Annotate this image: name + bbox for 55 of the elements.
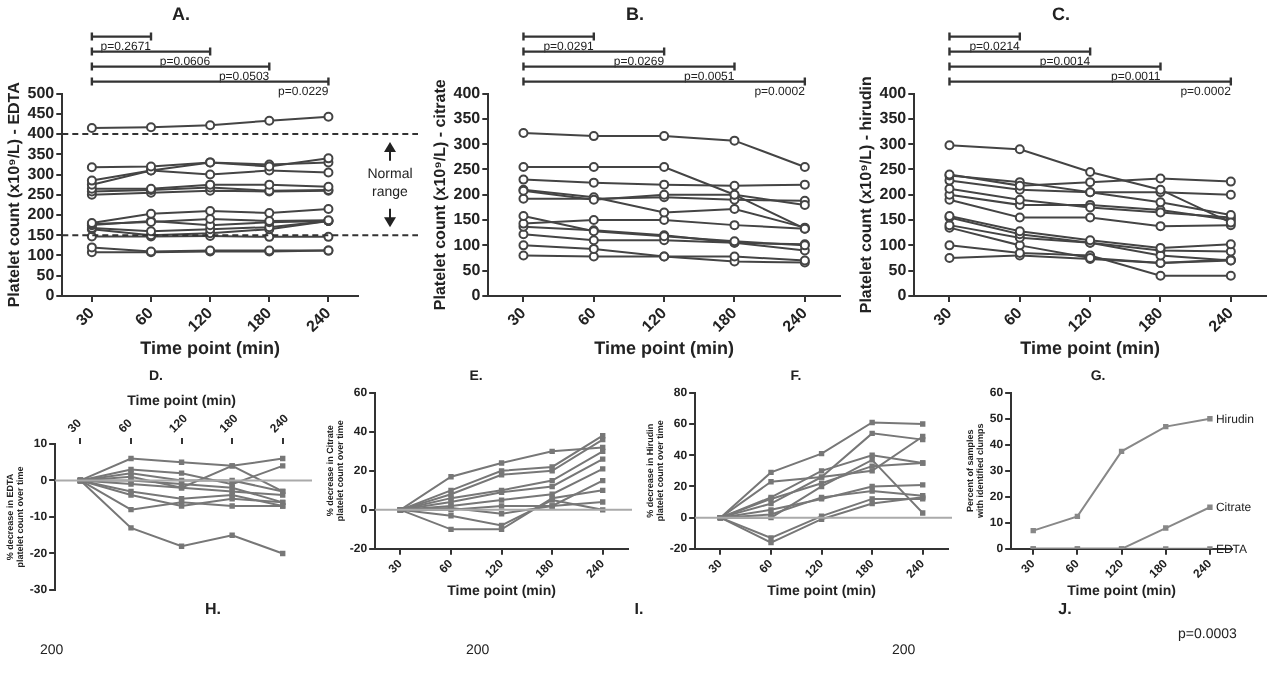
y-tick-label: 150 <box>453 210 482 229</box>
x-tick-label: 120 <box>184 303 217 336</box>
x-tick-label: 60 <box>574 303 601 330</box>
y-tick-label: 0 <box>897 286 908 305</box>
y-tick-label: 450 <box>27 104 56 123</box>
y-tick-label: 0 <box>45 286 56 305</box>
y-tick-label: 200 <box>879 185 908 204</box>
y-tick-label: 100 <box>453 235 482 254</box>
chart-title: C. <box>1052 3 1070 24</box>
y-axis-title: Platelet count (x10⁹/L) - citrate <box>431 78 450 311</box>
x-tick-label: 180 <box>243 303 276 336</box>
y-tick-label: 150 <box>27 225 56 244</box>
y-tick-label: 300 <box>879 134 908 153</box>
y-tick-label: 250 <box>453 159 482 178</box>
y-tick-label: 50 <box>888 261 908 280</box>
y-tick-label: 400 <box>453 84 482 103</box>
chart-title: B. <box>626 3 644 24</box>
y-tick-label: 350 <box>879 109 908 128</box>
x-tick-label: 240 <box>302 303 336 336</box>
y-tick-label: 350 <box>27 144 56 163</box>
y-tick-label: 150 <box>879 210 908 229</box>
y-tick-label: 50 <box>462 261 482 280</box>
x-axis-title: Time point (min) <box>1020 338 1160 359</box>
y-tick-label: 100 <box>879 235 908 254</box>
x-tick-label: 120 <box>638 303 671 336</box>
y-tick-label: 100 <box>27 245 56 264</box>
x-tick-label: 240 <box>779 303 812 336</box>
y-tick-label: 300 <box>453 134 482 153</box>
y-tick-label: 300 <box>27 164 56 183</box>
x-tick-label: 120 <box>1064 303 1097 336</box>
y-tick-label: 400 <box>879 84 908 103</box>
x-tick-label: 60 <box>131 303 158 330</box>
y-tick-label: 200 <box>453 185 482 204</box>
y-tick-label: 350 <box>453 109 482 128</box>
x-tick-label: 30 <box>504 303 531 330</box>
y-tick-label: 250 <box>27 185 56 204</box>
x-axis-title: Time point (min) <box>140 338 280 359</box>
y-axis-title: Platelet count (x10⁹/L) - hirudin <box>857 76 876 314</box>
y-tick-label: 500 <box>27 84 56 103</box>
x-tick-label: 180 <box>708 303 742 336</box>
text: I. <box>632 600 646 618</box>
y-tick-label: 50 <box>36 266 56 285</box>
x-tick-label: 30 <box>72 303 99 330</box>
y-tick-label: 200 <box>27 205 56 224</box>
x-axis-title: Time point (min) <box>594 338 734 359</box>
chart-title: A. <box>172 3 190 24</box>
y-tick-label: 250 <box>879 159 908 178</box>
text: J. <box>1056 600 1074 618</box>
y-axis-title: Platelet count (x10⁹/L) - EDTA <box>5 81 24 308</box>
x-tick-label: 180 <box>1134 303 1168 336</box>
y-tick-label: 0 <box>471 286 482 305</box>
y-tick-label: 400 <box>27 124 56 143</box>
x-tick-label: 30 <box>930 303 957 330</box>
text: H. <box>203 600 223 618</box>
x-tick-label: 240 <box>1205 303 1238 336</box>
